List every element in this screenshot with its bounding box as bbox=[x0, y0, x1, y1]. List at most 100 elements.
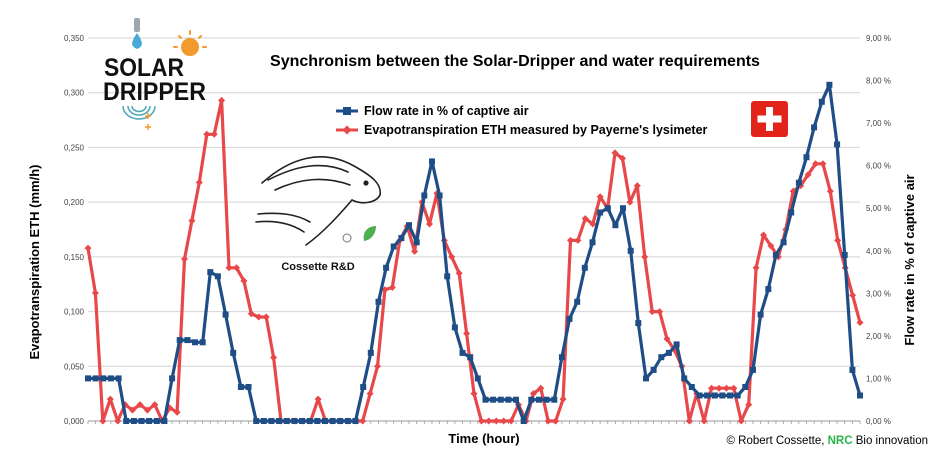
y-axis-left-title: Evapotranspiration ETH (mm/h) bbox=[27, 164, 42, 359]
data-point-flow bbox=[696, 392, 703, 399]
right-tick-label: 0,00 % bbox=[866, 417, 891, 426]
data-point-eth bbox=[596, 193, 604, 201]
data-point-flow bbox=[421, 192, 428, 199]
data-point-flow bbox=[245, 384, 252, 390]
data-point-eth bbox=[619, 154, 626, 162]
x-axis-title: Time (hour) bbox=[448, 431, 519, 446]
data-point-flow bbox=[276, 418, 283, 424]
data-point-eth bbox=[426, 220, 433, 228]
data-point-eth bbox=[448, 253, 456, 261]
data-point-eth bbox=[611, 149, 619, 157]
data-point-flow bbox=[222, 311, 229, 318]
data-point-flow bbox=[520, 418, 527, 424]
data-point-flow bbox=[765, 286, 772, 293]
data-point-flow bbox=[329, 418, 336, 424]
data-point-eth bbox=[247, 310, 255, 318]
data-point-eth bbox=[151, 401, 159, 409]
data-point-flow bbox=[451, 324, 458, 331]
data-point-flow bbox=[734, 392, 741, 399]
data-point-eth bbox=[685, 417, 693, 425]
data-point-flow bbox=[673, 341, 680, 348]
series-eth-line bbox=[86, 98, 862, 423]
logo-line-2: DRIPPER bbox=[103, 78, 206, 106]
data-point-eth bbox=[91, 289, 99, 297]
data-point-flow bbox=[742, 384, 749, 390]
data-point-eth bbox=[477, 417, 485, 425]
data-point-eth bbox=[233, 264, 240, 272]
data-point-flow bbox=[620, 205, 626, 212]
data-point-flow bbox=[612, 222, 619, 229]
data-point-flow bbox=[681, 375, 688, 382]
data-point-eth bbox=[492, 417, 500, 425]
data-point-flow bbox=[459, 349, 466, 356]
legend-label-flow: Flow rate in % of captive air bbox=[364, 104, 529, 118]
data-point-flow bbox=[490, 396, 497, 403]
data-point-flow bbox=[337, 418, 344, 424]
data-point-flow bbox=[115, 375, 122, 382]
data-point-eth bbox=[181, 255, 188, 263]
data-point-flow bbox=[413, 239, 420, 246]
data-point-flow bbox=[803, 154, 810, 161]
data-point-flow bbox=[253, 418, 260, 424]
data-point-flow bbox=[268, 418, 275, 424]
data-point-eth bbox=[752, 264, 760, 272]
data-point-flow bbox=[130, 418, 137, 424]
data-point-flow bbox=[536, 396, 542, 403]
data-point-flow bbox=[214, 273, 221, 280]
left-tick-label: 0,000 bbox=[64, 417, 85, 426]
data-point-eth bbox=[581, 215, 589, 223]
data-point-flow bbox=[857, 392, 863, 399]
data-point-eth bbox=[767, 242, 775, 250]
data-point-flow bbox=[727, 392, 734, 399]
data-point-eth bbox=[314, 395, 322, 403]
data-point-eth bbox=[188, 217, 196, 225]
gridlines bbox=[88, 37, 860, 367]
data-point-flow bbox=[757, 311, 764, 318]
data-point-eth bbox=[589, 220, 597, 228]
beaver-icon bbox=[255, 156, 381, 246]
data-point-eth bbox=[633, 182, 641, 190]
data-point-eth bbox=[136, 401, 144, 409]
data-point-flow bbox=[635, 320, 642, 327]
data-point-eth bbox=[388, 284, 396, 291]
data-point-flow bbox=[604, 205, 611, 212]
data-point-eth bbox=[700, 417, 708, 425]
data-point-flow bbox=[344, 418, 351, 424]
data-point-flow bbox=[513, 396, 519, 403]
data-point-flow bbox=[543, 396, 550, 403]
data-point-flow bbox=[176, 337, 183, 344]
data-point-eth bbox=[574, 236, 582, 244]
swiss-flag-icon bbox=[751, 101, 788, 137]
data-point-eth bbox=[722, 384, 730, 392]
legend-marker-eth bbox=[342, 125, 352, 135]
data-point-flow bbox=[643, 375, 649, 382]
data-point-flow bbox=[375, 298, 382, 305]
data-point-flow bbox=[429, 158, 435, 165]
data-point-eth bbox=[529, 390, 537, 398]
data-point-eth bbox=[641, 253, 649, 261]
data-point-eth bbox=[203, 130, 211, 138]
data-point-eth bbox=[567, 236, 574, 244]
data-point-eth bbox=[270, 354, 278, 361]
data-point-eth bbox=[559, 395, 567, 403]
data-point-flow bbox=[207, 269, 214, 276]
data-point-flow bbox=[314, 418, 321, 424]
data-point-flow bbox=[719, 392, 726, 399]
data-point-flow bbox=[406, 222, 412, 229]
right-tick-label: 4,00 % bbox=[866, 247, 891, 256]
data-point-eth bbox=[106, 395, 114, 403]
right-tick-label: 3,00 % bbox=[866, 289, 891, 298]
data-point-flow bbox=[192, 339, 198, 346]
data-point-flow bbox=[107, 375, 114, 382]
data-point-flow bbox=[322, 418, 328, 424]
data-point-eth bbox=[114, 417, 122, 425]
data-point-eth bbox=[760, 231, 767, 239]
data-point-eth bbox=[849, 291, 857, 299]
data-point-flow bbox=[161, 418, 168, 424]
data-point-eth bbox=[663, 335, 671, 343]
data-point-flow bbox=[444, 273, 451, 280]
data-point-eth bbox=[359, 417, 367, 425]
data-point-eth bbox=[366, 390, 374, 398]
data-point-eth bbox=[411, 247, 419, 255]
data-point-eth bbox=[225, 264, 233, 272]
